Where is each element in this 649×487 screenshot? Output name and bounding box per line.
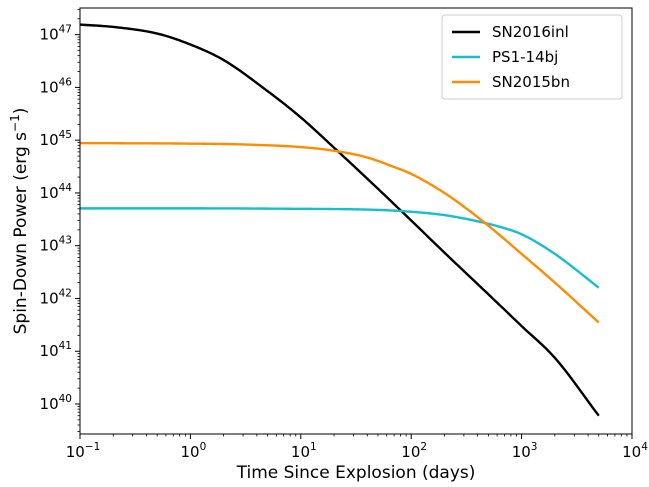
plot-frame [79,7,633,435]
x-tick-label: 101 [291,441,317,461]
tick-layer: 10−1 100 101 102 103 104 1040 1041 1042 1043 1044 1… [40,9,648,461]
legend-box [441,14,623,100]
x-tick-label: 100 [181,441,207,461]
x-tick-label: 102 [401,441,427,461]
series-line-sn2015bn [79,141,600,324]
y-axis-label-sup: −1 [8,114,22,132]
y-tick-label: 1041 [40,340,72,360]
y-axis-label-main: Spin-Down Power (erg s [11,132,31,335]
series-line-ps1-14bj [80,207,600,289]
y-tick-label: 1046 [40,76,73,96]
series-line-sn2016inl [79,23,600,417]
legend: SN2016inl PS1-14bj SN2015bn [441,14,623,100]
x-tick-label: 103 [512,441,538,461]
y-tick-label: 1040 [40,393,72,413]
y-tick-label: 1045 [40,129,72,149]
legend-label: SN2016inl [492,23,569,41]
x-tick-label: 104 [622,441,648,461]
legend-label: SN2015bn [492,73,570,91]
x-tick-label: 10−1 [66,441,101,461]
y-tick-label: 1042 [40,287,72,307]
y-axis-label-end: ) [11,108,31,115]
y-tick-label: 1047 [40,24,72,44]
y-axis-label: Spin-Down Power (erg s−1) [8,108,31,335]
series-layer [79,23,600,417]
x-axis-label: Time Since Explosion (days) [236,463,476,483]
y-tick-label: 1044 [40,182,73,202]
y-tick-label: 1043 [40,235,72,255]
legend-label: PS1-14bj [492,48,558,66]
